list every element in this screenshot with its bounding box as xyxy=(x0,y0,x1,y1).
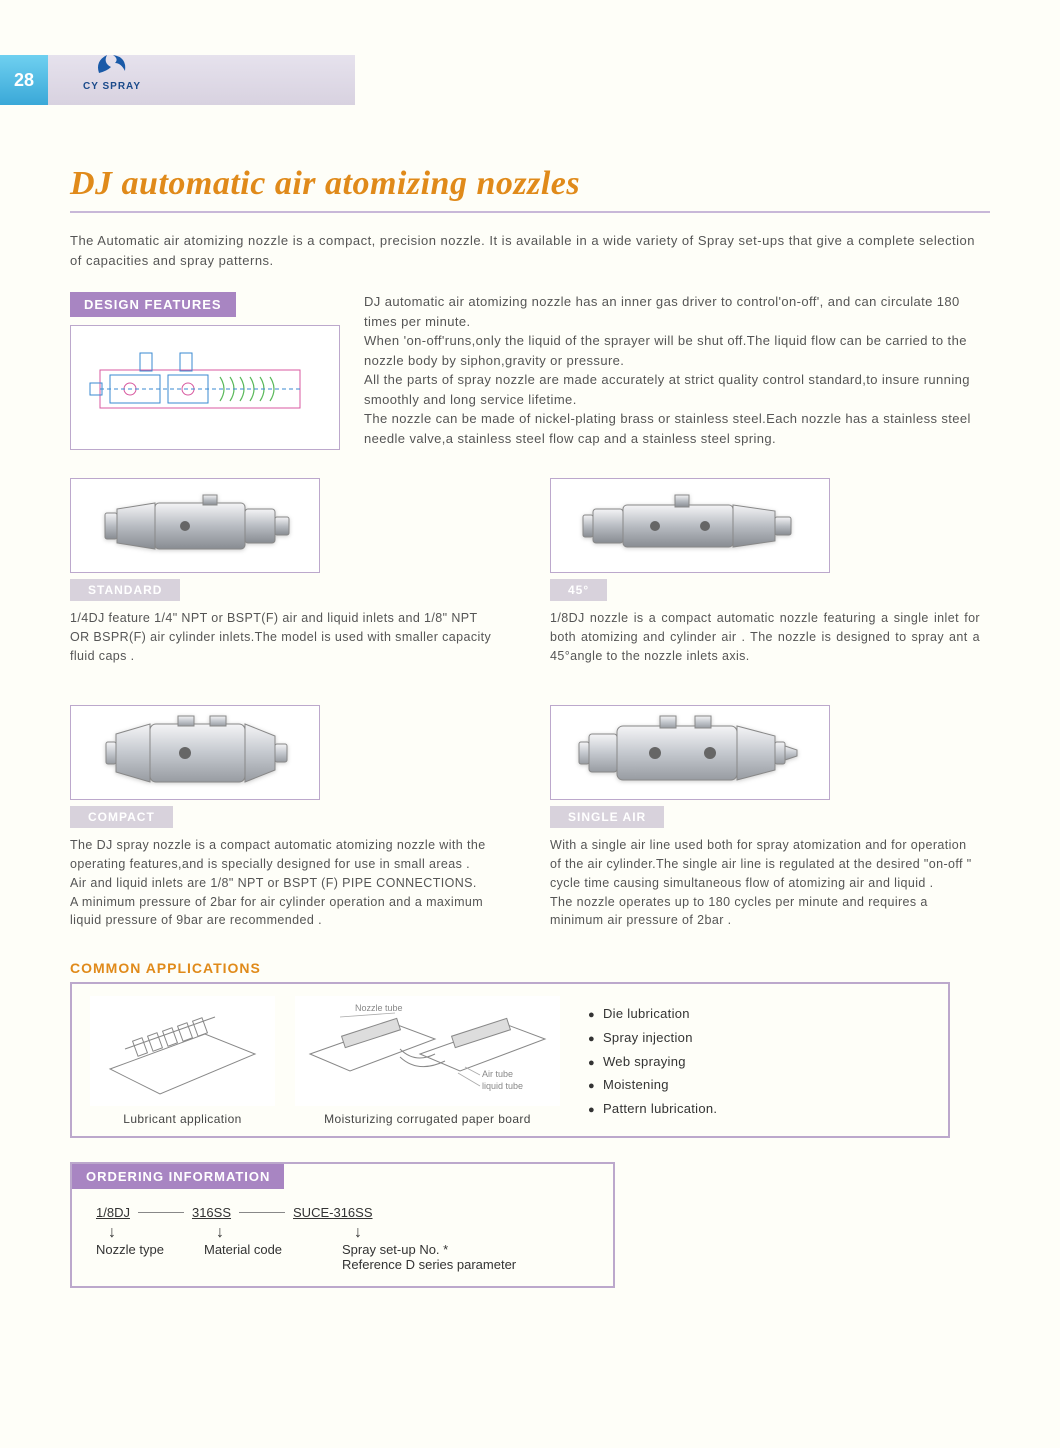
brand-name: CY SPRAY xyxy=(83,81,141,92)
order-label: Material code xyxy=(204,1242,282,1257)
ordering-codes-row: 1/8DJ 316SS SUCE-316SS xyxy=(96,1205,613,1220)
variant-tag: STANDARD xyxy=(70,579,180,601)
logo: CY SPRAY xyxy=(83,69,141,92)
variant-single-air: SINGLE AIR With a single air line used b… xyxy=(550,705,980,930)
ordering-labels-row: ↓ Nozzle type ↓ Material code ↓ Spray se… xyxy=(96,1222,613,1272)
variant-text: With a single air line used both for spr… xyxy=(550,836,980,930)
nozzle-image-standard xyxy=(70,478,320,573)
arrow-down-icon: ↓ xyxy=(354,1224,362,1242)
page-content: DJ automatic air atomizing nozzles The A… xyxy=(70,165,990,1288)
arrow-down-icon: ↓ xyxy=(108,1224,116,1242)
header-band: 28 CY SPRAY xyxy=(0,55,355,105)
arrow-down-icon: ↓ xyxy=(216,1224,224,1242)
variant-text: 1/4DJ feature 1/4" NPT or BSPT(F) air an… xyxy=(70,609,500,665)
variant-standard: STANDARD 1/4DJ feature 1/4" NPT or BSPT(… xyxy=(70,478,500,665)
order-label: Nozzle type xyxy=(96,1242,164,1257)
design-features-heading: DESIGN FEATURES xyxy=(70,292,236,317)
order-code: 1/8DJ xyxy=(96,1205,130,1220)
page-number: 28 xyxy=(0,55,48,105)
logo-swoosh-icon xyxy=(93,51,131,79)
annot-nozzle-tube: Nozzle tube xyxy=(355,1003,403,1013)
app-label: Moisturizing corrugated paper board xyxy=(324,1112,531,1126)
variant-45deg: 45° 1/8DJ nozzle is a compact automatic … xyxy=(550,478,980,665)
applications-list: Die lubrication Spray injection Web spra… xyxy=(580,1002,717,1121)
app-diagram-moisturizing: Nozzle tube Air tube liquid tube Moistur… xyxy=(295,996,560,1126)
order-code: 316SS xyxy=(192,1205,231,1220)
app-label: Lubricant application xyxy=(123,1112,241,1126)
design-features-text: DJ automatic air atomizing nozzle has an… xyxy=(364,292,990,448)
variant-compact: COMPACT The DJ spray nozzle is a compact… xyxy=(70,705,500,930)
list-item: Moistening xyxy=(588,1073,717,1097)
cutaway-diagram xyxy=(70,325,340,450)
annot-liquid-tube: liquid tube xyxy=(482,1081,523,1091)
app-diagram-lubricant: Lubricant application xyxy=(90,996,275,1126)
nozzle-image-single-air xyxy=(550,705,830,800)
annot-air-tube: Air tube xyxy=(482,1069,513,1079)
order-label: Spray set-up No. * Reference D series pa… xyxy=(342,1242,516,1272)
nozzle-image-45 xyxy=(550,478,830,573)
variant-tag: SINGLE AIR xyxy=(550,806,664,828)
nozzle-image-compact xyxy=(70,705,320,800)
order-code: SUCE-316SS xyxy=(293,1205,372,1220)
applications-heading: COMMON APPLICATIONS xyxy=(70,960,990,976)
list-item: Web spraying xyxy=(588,1050,717,1074)
variants-grid: STANDARD 1/4DJ feature 1/4" NPT or BSPT(… xyxy=(70,478,990,930)
variant-tag: COMPACT xyxy=(70,806,173,828)
applications-box: Lubricant application Nozzle tube Air tu… xyxy=(70,982,950,1138)
intro-text: The Automatic air atomizing nozzle is a … xyxy=(70,231,990,270)
variant-tag: 45° xyxy=(550,579,607,601)
design-features-row: DESIGN FEATURES DJ automatic air atomizi… xyxy=(70,292,990,450)
page-title: DJ automatic air atomizing nozzles xyxy=(70,165,990,213)
variant-text: The DJ spray nozzle is a compact automat… xyxy=(70,836,500,930)
ordering-box: ORDERING INFORMATION 1/8DJ 316SS SUCE-31… xyxy=(70,1162,615,1288)
list-item: Die lubrication xyxy=(588,1002,717,1026)
variant-text: 1/8DJ nozzle is a compact automatic nozz… xyxy=(550,609,980,665)
list-item: Pattern lubrication. xyxy=(588,1097,717,1121)
ordering-heading: ORDERING INFORMATION xyxy=(72,1164,284,1189)
list-item: Spray injection xyxy=(588,1026,717,1050)
